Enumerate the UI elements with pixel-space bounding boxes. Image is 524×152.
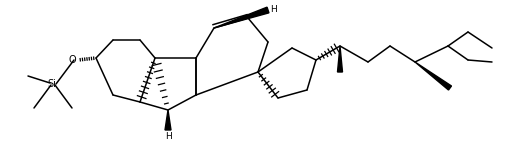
Text: H: H	[270, 5, 277, 14]
Text: H: H	[165, 132, 171, 141]
Text: O: O	[68, 55, 76, 65]
Polygon shape	[337, 46, 343, 72]
Text: Si: Si	[48, 79, 57, 89]
Polygon shape	[165, 110, 171, 130]
Polygon shape	[415, 62, 452, 90]
Polygon shape	[214, 7, 269, 28]
